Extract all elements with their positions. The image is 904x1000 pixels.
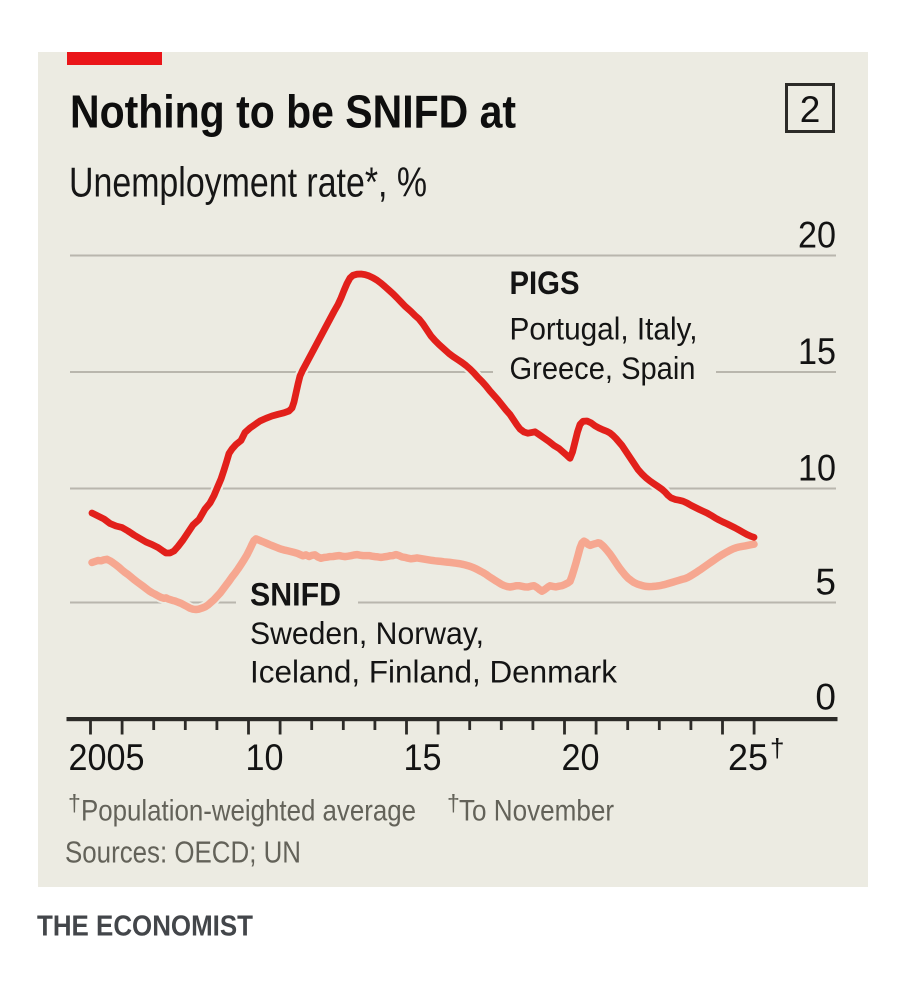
svg-text:15: 15 <box>798 331 836 372</box>
svg-text:†: † <box>68 790 81 816</box>
svg-text:2: 2 <box>800 89 821 130</box>
svg-text:Iceland, Finland, Denmark: Iceland, Finland, Denmark <box>250 654 617 690</box>
svg-text:0: 0 <box>815 677 836 718</box>
svg-text:25: 25 <box>728 737 768 778</box>
svg-text:To November: To November <box>459 795 614 828</box>
svg-text:Population-weighted average: Population-weighted average <box>81 795 416 828</box>
svg-text:†: † <box>770 733 784 763</box>
svg-text:Unemployment rate*, %: Unemployment rate*, % <box>69 159 427 206</box>
svg-text:20: 20 <box>798 215 836 256</box>
svg-text:Portugal, Italy,: Portugal, Italy, <box>510 311 698 347</box>
svg-text:10: 10 <box>246 737 284 778</box>
svg-text:Sources: OECD; UN: Sources: OECD; UN <box>65 835 301 870</box>
svg-text:15: 15 <box>404 737 442 778</box>
svg-text:Nothing to be SNIFD at: Nothing to be SNIFD at <box>70 86 516 138</box>
svg-text:Greece, Spain: Greece, Spain <box>510 350 696 386</box>
svg-text:Sweden, Norway,: Sweden, Norway, <box>250 615 484 651</box>
svg-text:5: 5 <box>815 562 836 603</box>
svg-text:10: 10 <box>798 448 836 489</box>
svg-text:20: 20 <box>562 737 600 778</box>
svg-text:†: † <box>447 790 460 816</box>
svg-text:PIGS: PIGS <box>510 265 580 301</box>
svg-text:SNIFD: SNIFD <box>250 577 341 613</box>
svg-text:2005: 2005 <box>69 737 145 778</box>
svg-text:THE ECONOMIST: THE ECONOMIST <box>37 911 253 943</box>
